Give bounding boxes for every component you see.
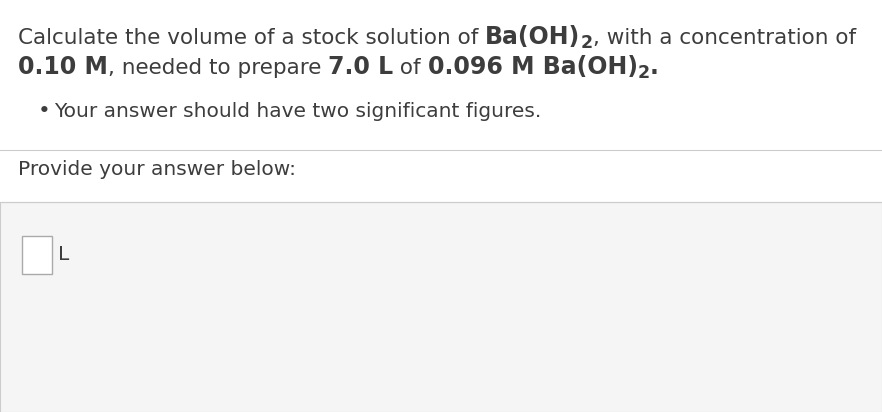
Text: of: of <box>393 58 428 78</box>
Text: Ba(OH): Ba(OH) <box>485 25 580 49</box>
FancyBboxPatch shape <box>22 236 52 274</box>
Text: , with a concentration of: , with a concentration of <box>593 28 856 48</box>
Text: 0.096 M Ba(OH): 0.096 M Ba(OH) <box>428 55 638 79</box>
Text: L: L <box>58 246 70 265</box>
Bar <box>0 202 882 412</box>
Text: Your answer should have two significant figures.: Your answer should have two significant … <box>54 102 542 121</box>
Text: , needed to prepare: , needed to prepare <box>108 58 328 78</box>
Text: 2: 2 <box>580 34 593 52</box>
Text: •: • <box>38 101 51 121</box>
Text: Calculate the volume of a stock solution of: Calculate the volume of a stock solution… <box>18 28 485 48</box>
Text: .: . <box>650 55 659 79</box>
Bar <box>0 202 882 412</box>
Text: 0.10 M: 0.10 M <box>18 55 108 79</box>
Text: 7.0 L: 7.0 L <box>328 55 393 79</box>
Text: Provide your answer below:: Provide your answer below: <box>18 160 296 179</box>
Text: 2: 2 <box>638 64 650 82</box>
